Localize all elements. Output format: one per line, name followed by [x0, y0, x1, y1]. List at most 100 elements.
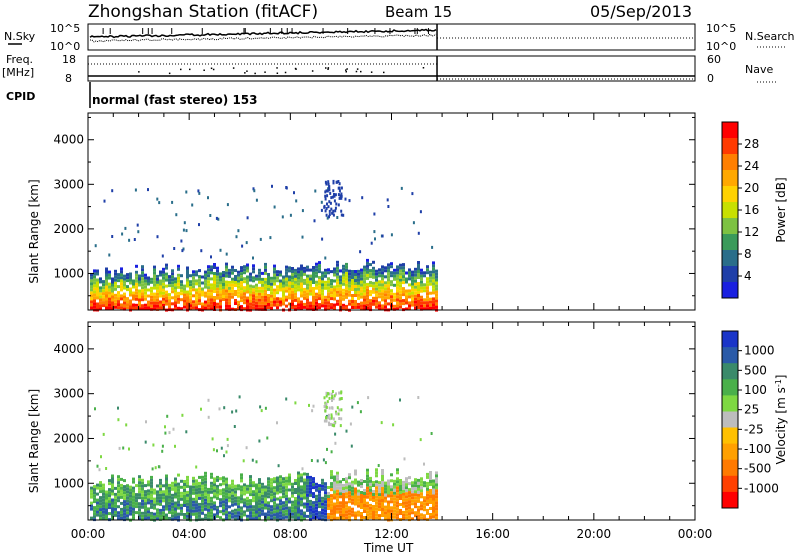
colorbar-swatch — [722, 379, 738, 396]
colorbar-frame — [721, 330, 739, 509]
colorbar-tick-label: 8 — [744, 247, 752, 261]
freq-dot — [345, 70, 347, 73]
y-tick-label: 2000 — [53, 222, 84, 236]
data-cells — [90, 390, 438, 522]
freq-dot — [180, 68, 182, 71]
freq-dot — [295, 68, 297, 70]
colorbar-tick-label: -1000 — [744, 481, 779, 495]
freq-dot — [422, 67, 425, 69]
freq-tick-top: 18 — [62, 53, 76, 66]
freq-dot — [360, 70, 362, 73]
velocity-panel: 4000 3000 2000 1000 Slant Range [km] — [27, 321, 696, 522]
colorbar-tick-label: 24 — [744, 159, 759, 173]
colorbar-swatch — [722, 491, 738, 509]
freq-dot — [138, 71, 140, 73]
nave-tick-top: 60 — [707, 53, 721, 66]
colorbar-tick-label: -25 — [744, 422, 764, 436]
x-tick-label: 00:00 — [678, 527, 713, 541]
beam-label: Beam 15 — [385, 3, 452, 21]
freq-dot — [346, 68, 348, 70]
colorbar-swatch — [722, 443, 738, 461]
colorbar-swatch — [722, 170, 738, 187]
nave-tick-bottom: 0 — [707, 72, 714, 85]
colorbar-swatch — [722, 331, 738, 348]
colorbar-tick-label: 4 — [744, 269, 752, 283]
freq-dot — [232, 67, 235, 69]
y-tick-label: 1000 — [53, 266, 84, 280]
colorbar-tick-label: -100 — [744, 442, 771, 456]
colorbar-tick-label: 1000 — [744, 344, 775, 358]
freq-dot — [203, 69, 205, 72]
date-label: 05/Sep/2013 — [590, 2, 692, 21]
y-tick-label: 4000 — [53, 342, 84, 356]
freq-series — [88, 56, 695, 81]
colorbar-swatch — [722, 475, 738, 493]
nsky-line — [89, 28, 437, 39]
y-tick-label: 4000 — [53, 133, 84, 147]
colorbar-swatch — [722, 186, 738, 203]
colorbar-swatch — [722, 282, 738, 299]
freq-dot — [284, 71, 287, 74]
colorbar-swatch — [722, 459, 738, 477]
x-tick-label: 12:00 — [374, 527, 409, 541]
nsky-label: N.Sky — [4, 30, 36, 43]
colorbar-swatch — [722, 122, 738, 139]
colorbar-title-sup: -1 — [774, 379, 783, 387]
cpid-label: CPID — [6, 90, 35, 103]
nsearch-label: N.Search — [745, 30, 795, 43]
y-tick-label: 2000 — [53, 431, 84, 445]
colorbar-swatch — [722, 138, 738, 155]
freq-dot — [254, 72, 256, 75]
freq-dot — [189, 68, 191, 71]
y-tick-label: 3000 — [53, 387, 84, 401]
colorbar-tick-label: 28 — [744, 137, 759, 151]
colorbar-swatch — [722, 347, 738, 364]
colorbar-title: Velocity [m s-1] — [774, 375, 789, 465]
nsky-tick-top: 10^5 — [50, 22, 80, 35]
x-axis-title: Time UT — [363, 541, 414, 554]
x-tick-label: 00:00 — [71, 527, 106, 541]
freq-dot — [356, 68, 359, 70]
velocity-colorbar: 1000 500 100 25 -25 -100 -500 -1000 Velocity [m … — [721, 330, 789, 509]
power-panel: 4000 3000 2000 1000 Slant Range [km] — [27, 112, 696, 312]
colorbar-swatch — [722, 266, 738, 283]
x-axis: 00:00 04:00 08:00 12:00 16:00 20:00 00:00 — [71, 527, 713, 541]
freq-dot — [212, 68, 215, 71]
nsearch-line — [89, 33, 437, 43]
cpid-text: normal (fast stereo) 153 — [92, 93, 258, 107]
colorbar-swatch — [722, 218, 738, 235]
colorbar-swatch — [722, 427, 738, 445]
freq-dot — [327, 67, 330, 69]
x-tick-label: 04:00 — [172, 527, 207, 541]
colorbar-swatch — [722, 202, 738, 219]
colorbar-tick-label: 20 — [744, 181, 759, 195]
x-tick-label: 08:00 — [273, 527, 308, 541]
colorbar-swatch — [722, 234, 738, 251]
colorbar-tick-label: 500 — [744, 363, 767, 377]
freq-label: Freq. — [6, 53, 33, 66]
nave-label: Nave — [745, 63, 773, 76]
freq-dot — [345, 69, 347, 71]
x-tick-label: 16:00 — [475, 527, 510, 541]
power-colorbar: 28 24 20 16 12 8 4 Power [dB] — [721, 121, 788, 299]
freq-dot — [311, 70, 314, 72]
nsearch-tick-top: 10^5 — [706, 22, 736, 35]
freq-dot — [325, 67, 327, 69]
freq-dot — [327, 68, 329, 70]
data-cells — [90, 179, 438, 312]
freq-dot — [264, 71, 266, 73]
colorbar-swatch — [722, 395, 738, 412]
freq-dot — [276, 72, 279, 74]
colorbar-tick-label: 16 — [744, 203, 759, 217]
colorbar-tick-label: -500 — [744, 462, 771, 476]
nsky-series — [89, 24, 695, 50]
colorbar-tick-label: 100 — [744, 383, 767, 397]
y-tick-label: 1000 — [53, 476, 84, 490]
freq-tick-bottom: 8 — [65, 72, 72, 85]
colorbar-swatch — [722, 363, 738, 380]
nsky-tick-bottom: 10^0 — [50, 40, 80, 53]
y-tick-label: 3000 — [53, 177, 84, 191]
colorbar-tick-label: 12 — [744, 225, 759, 239]
freq-dot — [370, 71, 373, 73]
